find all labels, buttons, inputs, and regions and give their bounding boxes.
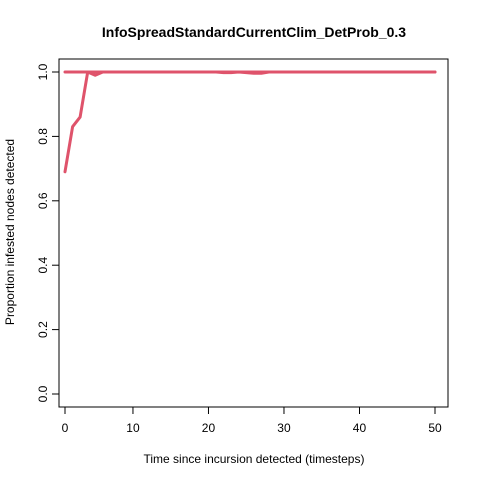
y-tick-label-4: 0.8	[36, 128, 50, 145]
y-tick-label-5: 1.0	[36, 63, 50, 80]
y-tick-label-0: 0.0	[36, 385, 50, 402]
x-tick-label-0: 0	[62, 421, 69, 435]
series-layer	[63, 70, 437, 174]
x-tick-label-5: 50	[428, 421, 442, 435]
plot-frame	[58, 58, 449, 408]
x-axis-label: Time since incursion detected (timesteps…	[144, 452, 365, 466]
x-tick-label-3: 30	[277, 421, 291, 435]
y-tick-label-1: 0.2	[36, 321, 50, 338]
x-tick-label-1: 10	[126, 421, 140, 435]
y-tick-label-2: 0.4	[36, 257, 50, 274]
x-tick-label-2: 20	[202, 421, 216, 435]
x-tick-label-4: 40	[353, 421, 367, 435]
series-line-0	[63, 70, 437, 174]
y-tick-label-3: 0.6	[36, 192, 50, 209]
y-axis: 0.0 0.2 0.4 0.6 0.8 1.0	[36, 63, 60, 402]
chart-title: InfoSpreadStandardCurrentClim_DetProb_0.…	[102, 24, 406, 40]
y-axis-label: Proportion infested nodes detected	[3, 139, 17, 325]
x-axis: 0 10 20 30 40 50	[62, 406, 442, 435]
